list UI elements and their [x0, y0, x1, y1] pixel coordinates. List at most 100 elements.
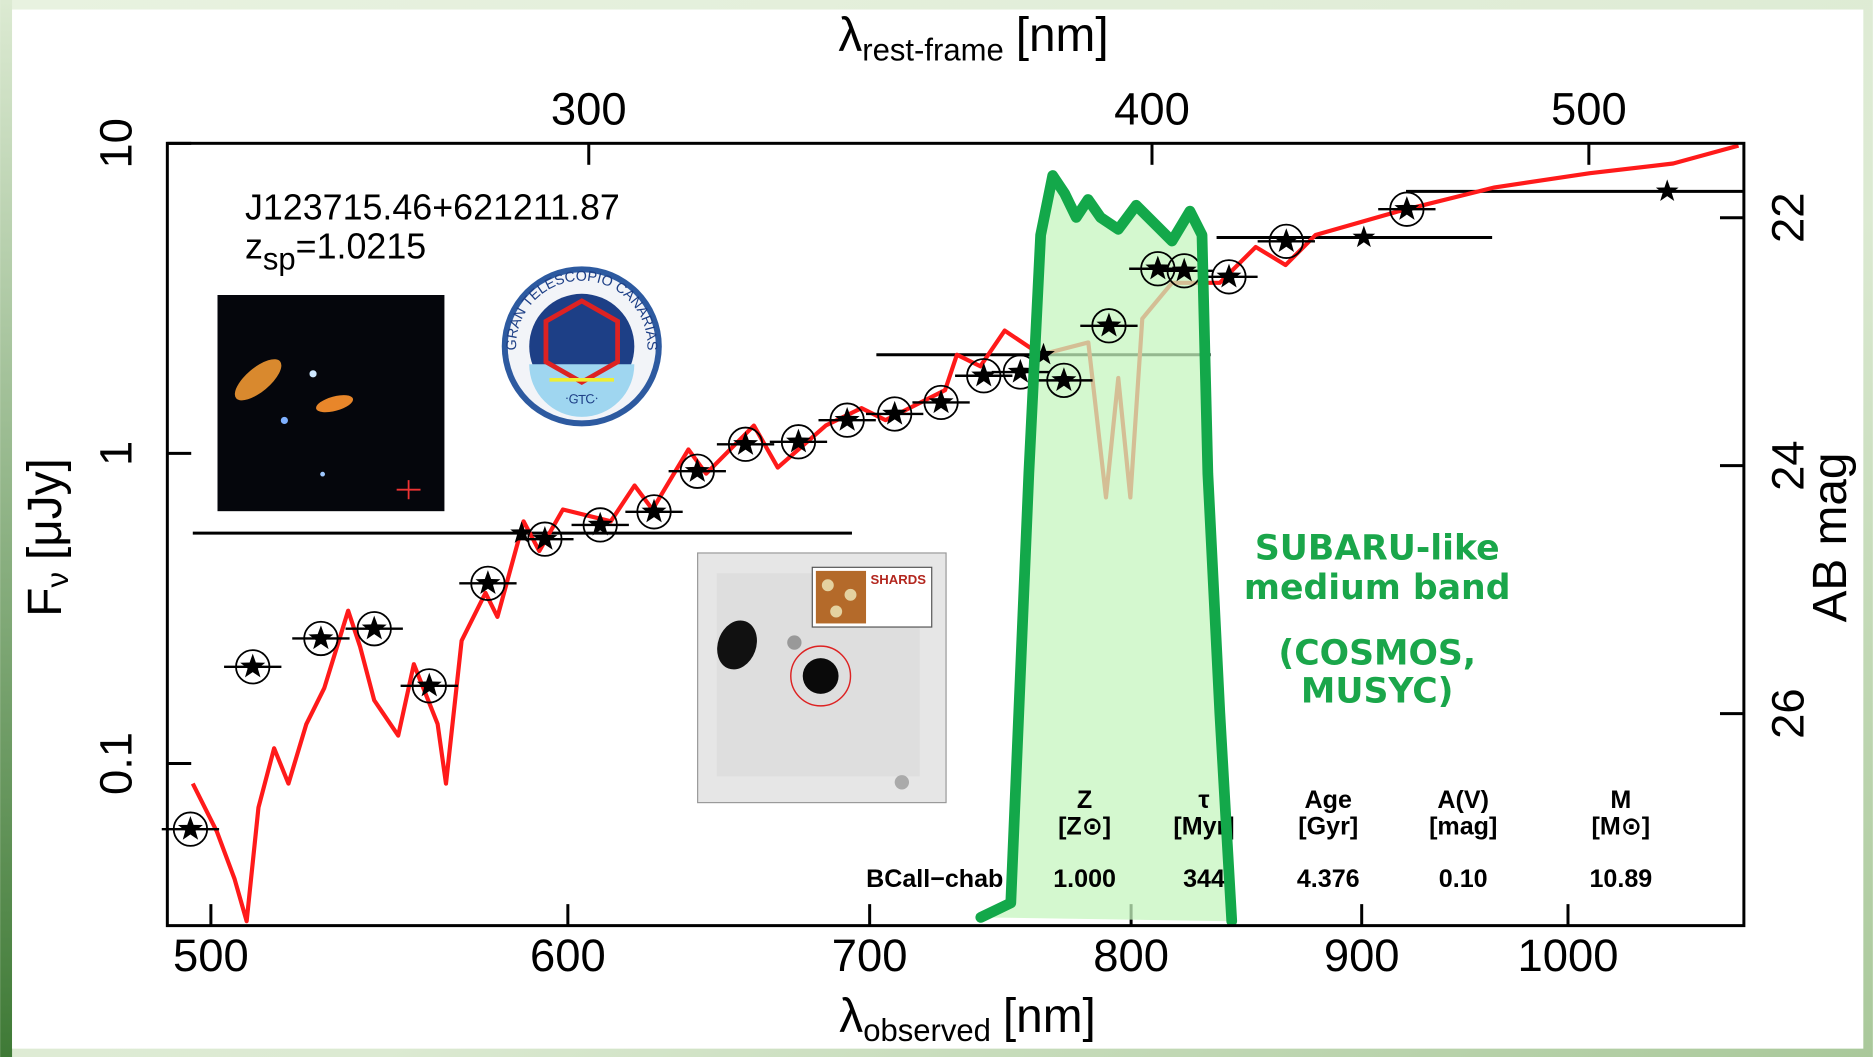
point-circle: [235, 649, 271, 685]
y2-tick-label: 24: [1763, 440, 1814, 490]
redshift: zsp=1.0215: [245, 227, 426, 277]
object-name: J123715.46+621211.87: [245, 188, 620, 228]
x-tick-label: 900: [1324, 930, 1400, 981]
redshift-subscript: sp: [263, 242, 296, 277]
point-star: [416, 672, 442, 697]
logo-short-text: ·GTC·: [563, 390, 601, 407]
point-circle: [1389, 191, 1425, 227]
point-star: [641, 498, 667, 523]
shards-text: SHARDS: [871, 572, 927, 587]
point-star: [1007, 358, 1033, 383]
logo-sea: [529, 364, 635, 417]
filter-fill: [980, 175, 1232, 922]
point-star: [1394, 196, 1420, 220]
shards-dot: [821, 579, 834, 592]
point-star: [882, 400, 908, 425]
point-star: [786, 428, 811, 453]
gtc-logo: GRAN TELESCOPIO CANARIAS ·GTC·: [501, 266, 662, 427]
y2-tick-label: 22: [1763, 192, 1814, 242]
broad-band-star: [1655, 179, 1679, 202]
table-unit: [Gyr]: [1298, 812, 1358, 840]
y2-tick-label: 26: [1763, 688, 1814, 738]
slide-panel: [12, 9, 1864, 1049]
table-value: 1.000: [1053, 865, 1116, 893]
table-header: M: [1610, 786, 1631, 814]
redshift-value: =1.0215: [296, 227, 427, 267]
point-star: [971, 362, 997, 387]
background-edge: [0, 0, 13, 1057]
broad-band-star: [1352, 225, 1376, 248]
point-circle: [923, 384, 959, 421]
plot-frame: [165, 141, 1746, 928]
x-tick-label: 500: [173, 930, 249, 981]
point-star: [240, 653, 266, 678]
star: [320, 471, 325, 477]
point-star: [587, 511, 613, 536]
point-star: [1216, 263, 1242, 288]
point-circle: [356, 611, 392, 647]
galaxy: [717, 620, 757, 670]
point-circle: [636, 494, 672, 530]
x-axis-subscript: observed: [863, 1013, 991, 1048]
logo-text: ·GTC·: [563, 390, 601, 407]
table-unit: [M⊙]: [1592, 812, 1651, 840]
star: [280, 416, 288, 424]
table-row-label: BCall−chab: [866, 865, 1003, 893]
shards-emblem: [815, 570, 867, 624]
x2-axis-symbol: λ: [838, 9, 862, 62]
filter-label: SUBARU-like: [1255, 528, 1500, 568]
point-circle: [966, 358, 1002, 394]
shards-dot: [830, 605, 843, 618]
point-circle: [679, 453, 715, 489]
target-circle: [790, 645, 852, 707]
y2-axis-title: AB mag: [1804, 452, 1857, 622]
filter-curve: [975, 170, 1238, 927]
point-circle: [877, 396, 913, 432]
x-axis-unit: [nm]: [1003, 989, 1096, 1042]
table-value: 10.89: [1589, 865, 1652, 893]
point-star: [928, 389, 954, 414]
table-value: 4.376: [1297, 865, 1360, 893]
table-unit: [Z⊙]: [1058, 812, 1111, 840]
y-tick-label: 0.1: [91, 732, 142, 795]
galaxy: [315, 395, 354, 413]
point-star: [475, 570, 501, 594]
point-circle: [1046, 362, 1082, 398]
broad-band-star: [510, 521, 533, 543]
redshift-symbol: z: [245, 227, 263, 267]
galaxy: [802, 658, 839, 694]
x-tick-label: 700: [832, 930, 908, 981]
y-tick-label: 1: [91, 441, 142, 466]
table-header: A(V): [1437, 786, 1489, 814]
x-tick-label: 1000: [1518, 930, 1619, 981]
table-header: Age: [1305, 786, 1352, 814]
table-header: Z: [1077, 786, 1092, 814]
source: [787, 635, 802, 650]
point-star: [361, 615, 387, 640]
table-value: 344: [1183, 865, 1225, 893]
table-header: τ: [1198, 786, 1209, 814]
point-circle: [527, 521, 563, 557]
point-star: [532, 525, 558, 550]
table-value: 0.10: [1439, 865, 1488, 893]
point-star: [1273, 228, 1299, 253]
galaxy: [234, 359, 282, 401]
point-circle: [1091, 308, 1127, 344]
point-star: [1145, 255, 1171, 280]
x2-axis-subscript: rest-frame: [862, 33, 1003, 68]
filter-label: (COSMOS,: [1278, 634, 1476, 674]
point-circle: [582, 507, 618, 543]
point-star: [834, 407, 860, 431]
point-star: [1051, 367, 1077, 392]
y-axis-symbol: F: [19, 588, 72, 617]
point-circle: [303, 620, 339, 657]
point-star: [1171, 257, 1197, 282]
point-circle: [829, 402, 865, 438]
point-star: [1096, 312, 1122, 337]
point-star: [308, 625, 334, 650]
table-unit: [mag]: [1429, 812, 1497, 840]
y-axis-subscript: ν: [40, 572, 75, 588]
point-circle: [172, 811, 209, 847]
